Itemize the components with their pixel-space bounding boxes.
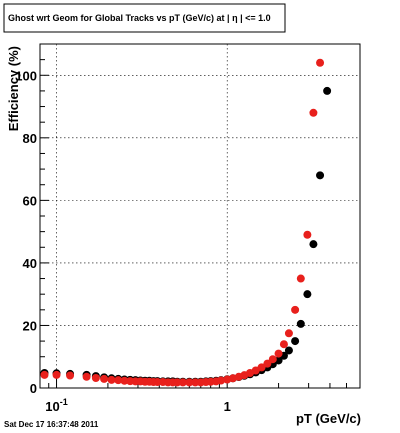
y-tick-labels: 0 20 40 60 80 100 bbox=[15, 68, 37, 396]
data-point bbox=[173, 378, 182, 387]
data-point bbox=[185, 378, 194, 387]
y-tick-label: 0 bbox=[30, 381, 37, 396]
x-tick-label: 1 bbox=[224, 399, 231, 414]
data-point bbox=[279, 340, 288, 349]
data-point bbox=[107, 375, 116, 384]
series-1 bbox=[40, 58, 325, 387]
data-point bbox=[284, 329, 293, 338]
data-point bbox=[66, 371, 75, 380]
data-point bbox=[120, 376, 129, 385]
data-point bbox=[284, 346, 293, 355]
chart-title-box: Ghost wrt Geom for Global Tracks vs pT (… bbox=[3, 3, 286, 33]
chart-title: Ghost wrt Geom for Global Tracks vs pT (… bbox=[8, 13, 271, 23]
y-tick-label: 40 bbox=[23, 256, 37, 271]
footer-timestamp: Sat Dec 17 16:37:48 2011 bbox=[4, 420, 99, 429]
data-point bbox=[191, 378, 200, 387]
data-point bbox=[268, 355, 277, 364]
x-tick-labels: 10-1 1 bbox=[45, 397, 231, 414]
x-tick-base: 1 bbox=[224, 399, 231, 414]
data-point bbox=[291, 305, 300, 314]
data-point bbox=[153, 378, 162, 387]
data-point bbox=[217, 376, 226, 385]
data-point bbox=[309, 240, 318, 249]
data-point bbox=[100, 374, 109, 383]
data-point bbox=[274, 349, 283, 358]
x-axis-label: pT (GeV/c) bbox=[296, 411, 361, 426]
data-point bbox=[303, 290, 312, 299]
data-point bbox=[257, 363, 266, 372]
y-tick-label: 100 bbox=[15, 68, 37, 83]
data-point bbox=[303, 230, 312, 239]
data-point bbox=[291, 337, 300, 346]
series-0 bbox=[40, 86, 332, 386]
x-tick-label: 10-1 bbox=[45, 397, 67, 414]
data-point bbox=[91, 373, 100, 382]
x-tick-base: 10 bbox=[45, 399, 59, 414]
data-point bbox=[82, 372, 91, 381]
grid-lines bbox=[40, 44, 360, 389]
data-point bbox=[40, 370, 49, 379]
data-series bbox=[40, 58, 332, 387]
data-point bbox=[323, 86, 332, 95]
axis-ticks bbox=[40, 43, 361, 389]
data-point bbox=[316, 171, 325, 180]
y-tick-label: 60 bbox=[23, 193, 37, 208]
data-point bbox=[309, 108, 318, 117]
data-point bbox=[316, 58, 325, 67]
data-point bbox=[178, 378, 187, 387]
x-tick-exponent: -1 bbox=[60, 397, 68, 407]
y-axis-label: Efficiency (%) bbox=[6, 46, 21, 131]
data-point bbox=[296, 319, 305, 328]
data-point bbox=[52, 370, 61, 379]
data-point bbox=[114, 376, 123, 385]
data-point bbox=[296, 274, 305, 283]
plot-frame bbox=[39, 43, 361, 389]
y-tick-label: 20 bbox=[23, 318, 37, 333]
y-tick-label: 80 bbox=[23, 131, 37, 146]
data-point bbox=[263, 359, 272, 368]
